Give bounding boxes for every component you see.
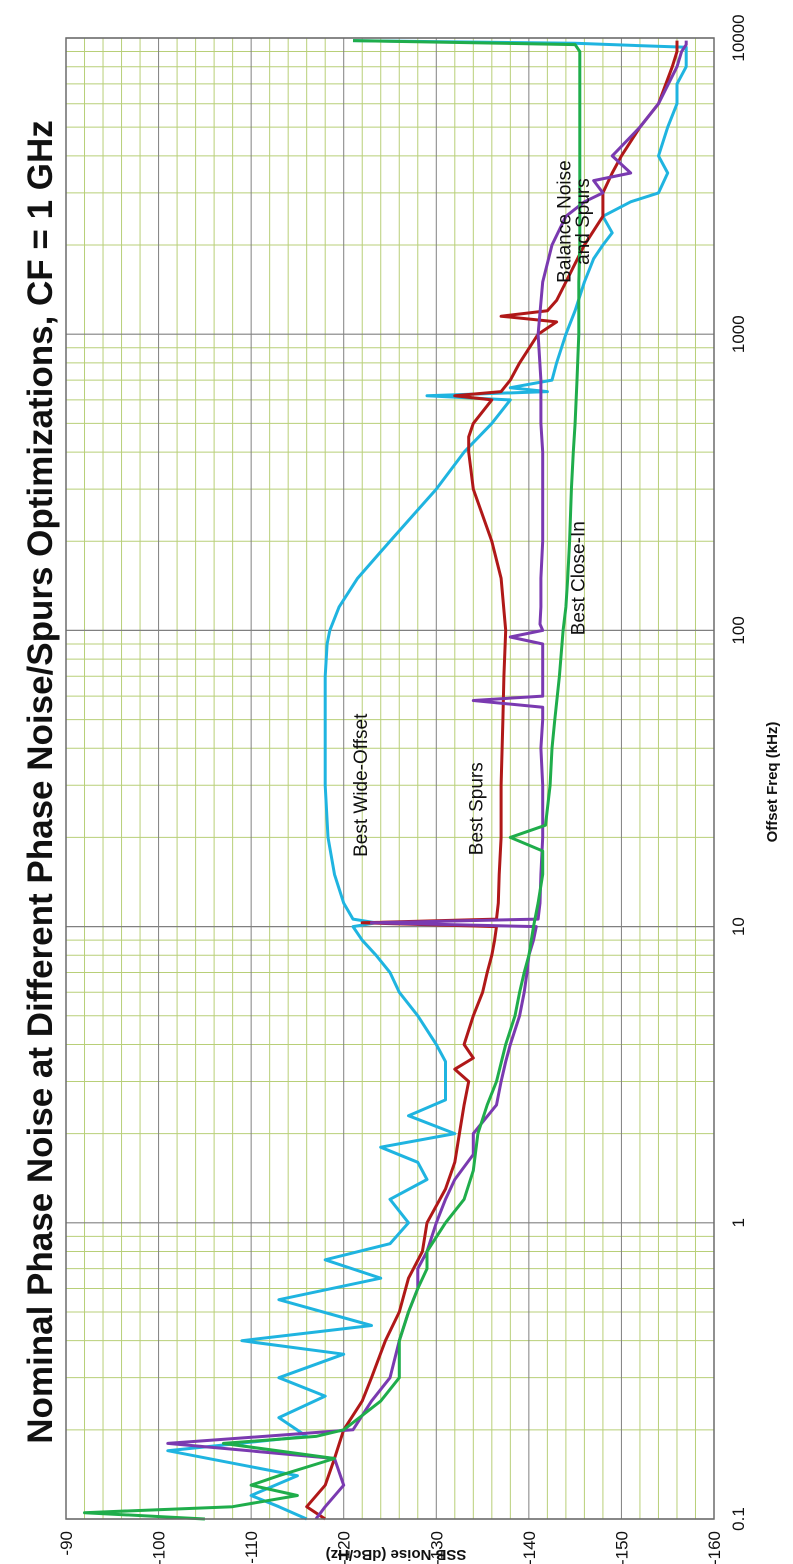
y-tick-label: -160 <box>705 1531 724 1564</box>
y-tick-label: -90 <box>57 1531 76 1556</box>
y-tick-label: -130 <box>427 1531 446 1564</box>
x-tick-label: 10 <box>729 917 748 936</box>
tick-labels: -90 -100 -110 -120 -130 -140 -150 -160 0.1 1 10 100… <box>57 14 748 1564</box>
y-tick-label: -120 <box>335 1531 354 1564</box>
series-line-best-wide-offset <box>166 39 688 1521</box>
y-tick-label: -110 <box>242 1531 261 1564</box>
x-tick-label: 100 <box>729 616 748 644</box>
series-group <box>83 39 688 1521</box>
y-axis-label: SSB Noise (dBc/Hz) <box>326 1546 467 1563</box>
annotation-best-close-in: Best Close-In <box>568 521 589 635</box>
grid <box>65 37 715 1520</box>
plot-frame <box>65 37 715 1520</box>
y-tick-label: -140 <box>520 1531 539 1564</box>
y-tick-label: -100 <box>150 1531 169 1564</box>
x-axis-label: Offset Freq (kHz) <box>764 722 781 843</box>
chart-title: Nominal Phase Noise at Different Phase N… <box>21 120 60 1444</box>
series-line-best-close-in <box>83 39 582 1521</box>
annotation-best-spurs: Best Spurs <box>467 762 488 855</box>
annotation-and-spurs: and Spurs <box>573 178 594 265</box>
series-line-balance-noise-and-spurs <box>166 40 688 1520</box>
annotation-balance-noise: Balance Noise <box>555 160 576 283</box>
x-tick-label: 1000 <box>729 315 748 353</box>
y-tick-label: -150 <box>612 1531 631 1564</box>
annotations: Best Wide-Offset Best Spurs Balance Noisea… <box>351 160 594 857</box>
annotation-best-wide-offset: Best Wide-Offset <box>351 713 372 857</box>
x-tick-label: 10000 <box>729 14 748 61</box>
x-tick-label: 1 <box>729 1218 748 1227</box>
x-tick-label: 0.1 <box>729 1507 748 1531</box>
